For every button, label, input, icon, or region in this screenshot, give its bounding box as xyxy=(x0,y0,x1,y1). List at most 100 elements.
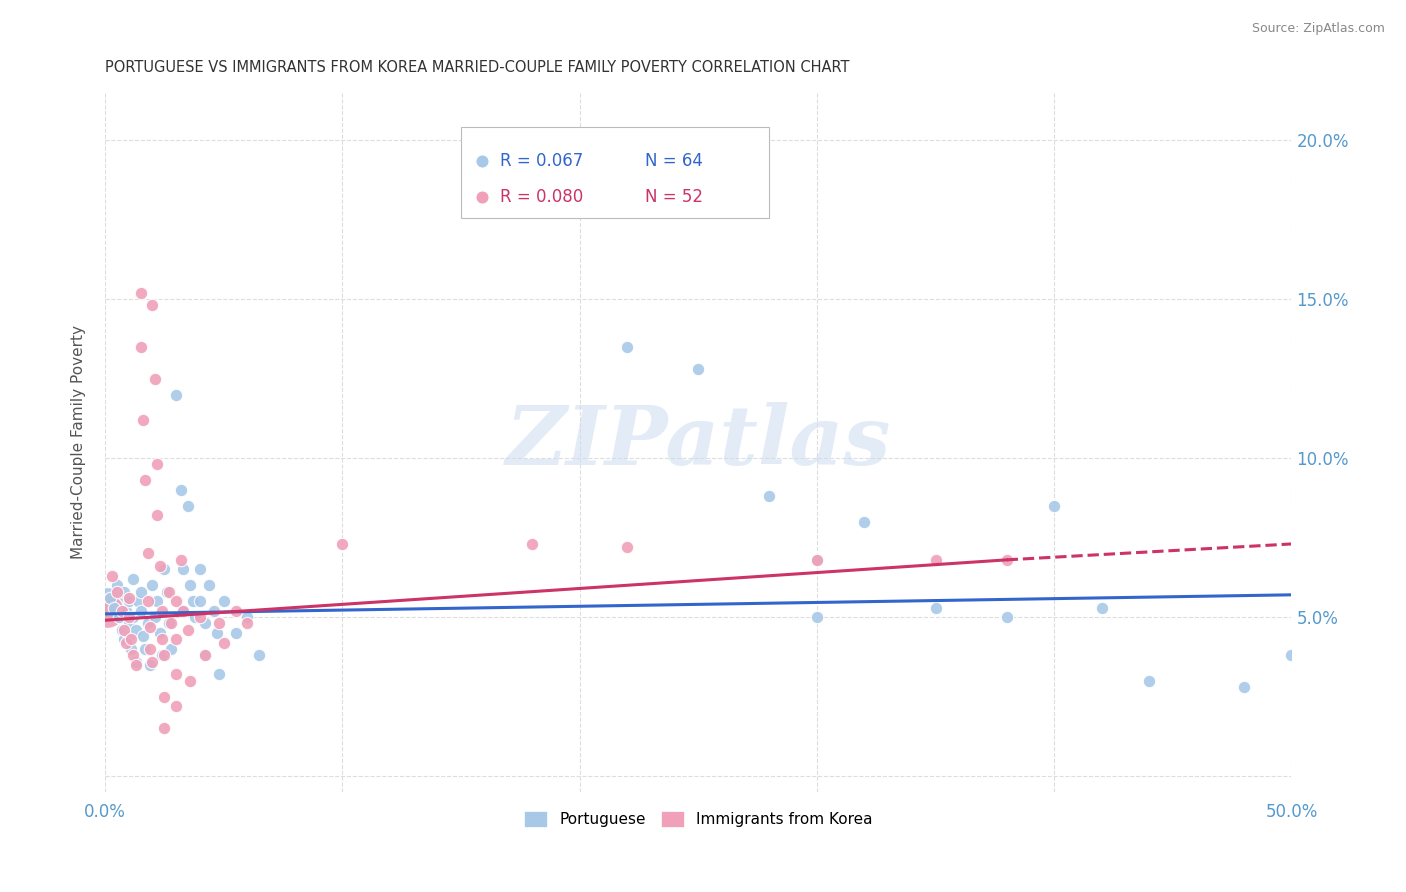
Point xyxy=(995,553,1018,567)
Point xyxy=(125,657,148,672)
Point xyxy=(150,632,173,647)
Point xyxy=(122,648,145,663)
Legend: Portuguese, Immigrants from Korea: Portuguese, Immigrants from Korea xyxy=(517,805,879,833)
Point xyxy=(118,629,141,643)
Text: ZIPatlas: ZIPatlas xyxy=(506,402,891,483)
Point xyxy=(165,594,187,608)
Point xyxy=(105,578,128,592)
Point xyxy=(143,371,166,385)
Point xyxy=(1043,499,1066,513)
Point xyxy=(520,537,543,551)
Point xyxy=(146,594,169,608)
Text: R = 0.067: R = 0.067 xyxy=(501,152,583,170)
Point xyxy=(924,553,946,567)
Point xyxy=(157,616,180,631)
Point xyxy=(139,641,162,656)
Point xyxy=(112,632,135,647)
Point xyxy=(96,598,118,612)
Point xyxy=(127,594,149,608)
Point xyxy=(122,610,145,624)
Point xyxy=(165,667,187,681)
Point xyxy=(208,616,231,631)
Point xyxy=(101,568,124,582)
Point xyxy=(188,562,211,576)
Text: Source: ZipAtlas.com: Source: ZipAtlas.com xyxy=(1251,22,1385,36)
Point xyxy=(1137,673,1160,688)
Point xyxy=(172,604,194,618)
Point xyxy=(129,604,152,618)
Point xyxy=(146,508,169,523)
Point xyxy=(118,594,141,608)
Point xyxy=(194,648,217,663)
Point xyxy=(146,458,169,472)
Point xyxy=(177,623,200,637)
Point xyxy=(132,413,155,427)
Point xyxy=(995,610,1018,624)
Point xyxy=(165,699,187,714)
Point xyxy=(150,648,173,663)
Text: N = 52: N = 52 xyxy=(645,188,703,206)
Point xyxy=(181,594,204,608)
Text: R = 0.080: R = 0.080 xyxy=(501,188,583,206)
Point xyxy=(120,641,142,656)
Point xyxy=(110,623,132,637)
Point xyxy=(208,667,231,681)
Point xyxy=(1281,648,1303,663)
Point xyxy=(136,594,159,608)
Point xyxy=(247,648,270,663)
Point xyxy=(129,340,152,354)
Point xyxy=(188,594,211,608)
Point xyxy=(139,657,162,672)
Point xyxy=(153,722,176,736)
Point xyxy=(105,584,128,599)
Point xyxy=(118,610,141,624)
Point xyxy=(134,474,156,488)
Point xyxy=(96,604,118,618)
Point xyxy=(616,540,638,554)
Point xyxy=(172,562,194,576)
Point xyxy=(188,610,211,624)
Point xyxy=(143,610,166,624)
Point xyxy=(153,648,176,663)
Point xyxy=(198,578,221,592)
Point xyxy=(108,610,131,624)
Point xyxy=(115,635,138,649)
Point xyxy=(165,632,187,647)
Point xyxy=(141,655,163,669)
Point xyxy=(98,591,121,605)
Point xyxy=(194,648,217,663)
Point xyxy=(170,553,193,567)
Point xyxy=(568,149,591,163)
Point xyxy=(212,594,235,608)
Point xyxy=(179,578,201,592)
Point xyxy=(924,600,946,615)
Point xyxy=(141,578,163,592)
Point xyxy=(132,629,155,643)
Point xyxy=(172,604,194,618)
Point xyxy=(160,616,183,631)
Point xyxy=(129,584,152,599)
Point xyxy=(202,604,225,618)
Point xyxy=(806,553,828,567)
Point xyxy=(330,537,353,551)
Point xyxy=(103,600,125,615)
Point xyxy=(125,623,148,637)
Point xyxy=(120,632,142,647)
Point xyxy=(115,604,138,618)
Point xyxy=(118,616,141,631)
Point xyxy=(118,591,141,605)
Point xyxy=(139,619,162,633)
Point xyxy=(688,362,710,376)
Point xyxy=(177,499,200,513)
Point xyxy=(170,483,193,497)
Point xyxy=(616,340,638,354)
Point xyxy=(129,285,152,300)
Point xyxy=(205,626,228,640)
Point xyxy=(224,604,246,618)
Point xyxy=(136,546,159,560)
Point xyxy=(153,562,176,576)
Point xyxy=(853,515,876,529)
Point xyxy=(134,641,156,656)
Point xyxy=(148,626,170,640)
Point xyxy=(165,387,187,401)
